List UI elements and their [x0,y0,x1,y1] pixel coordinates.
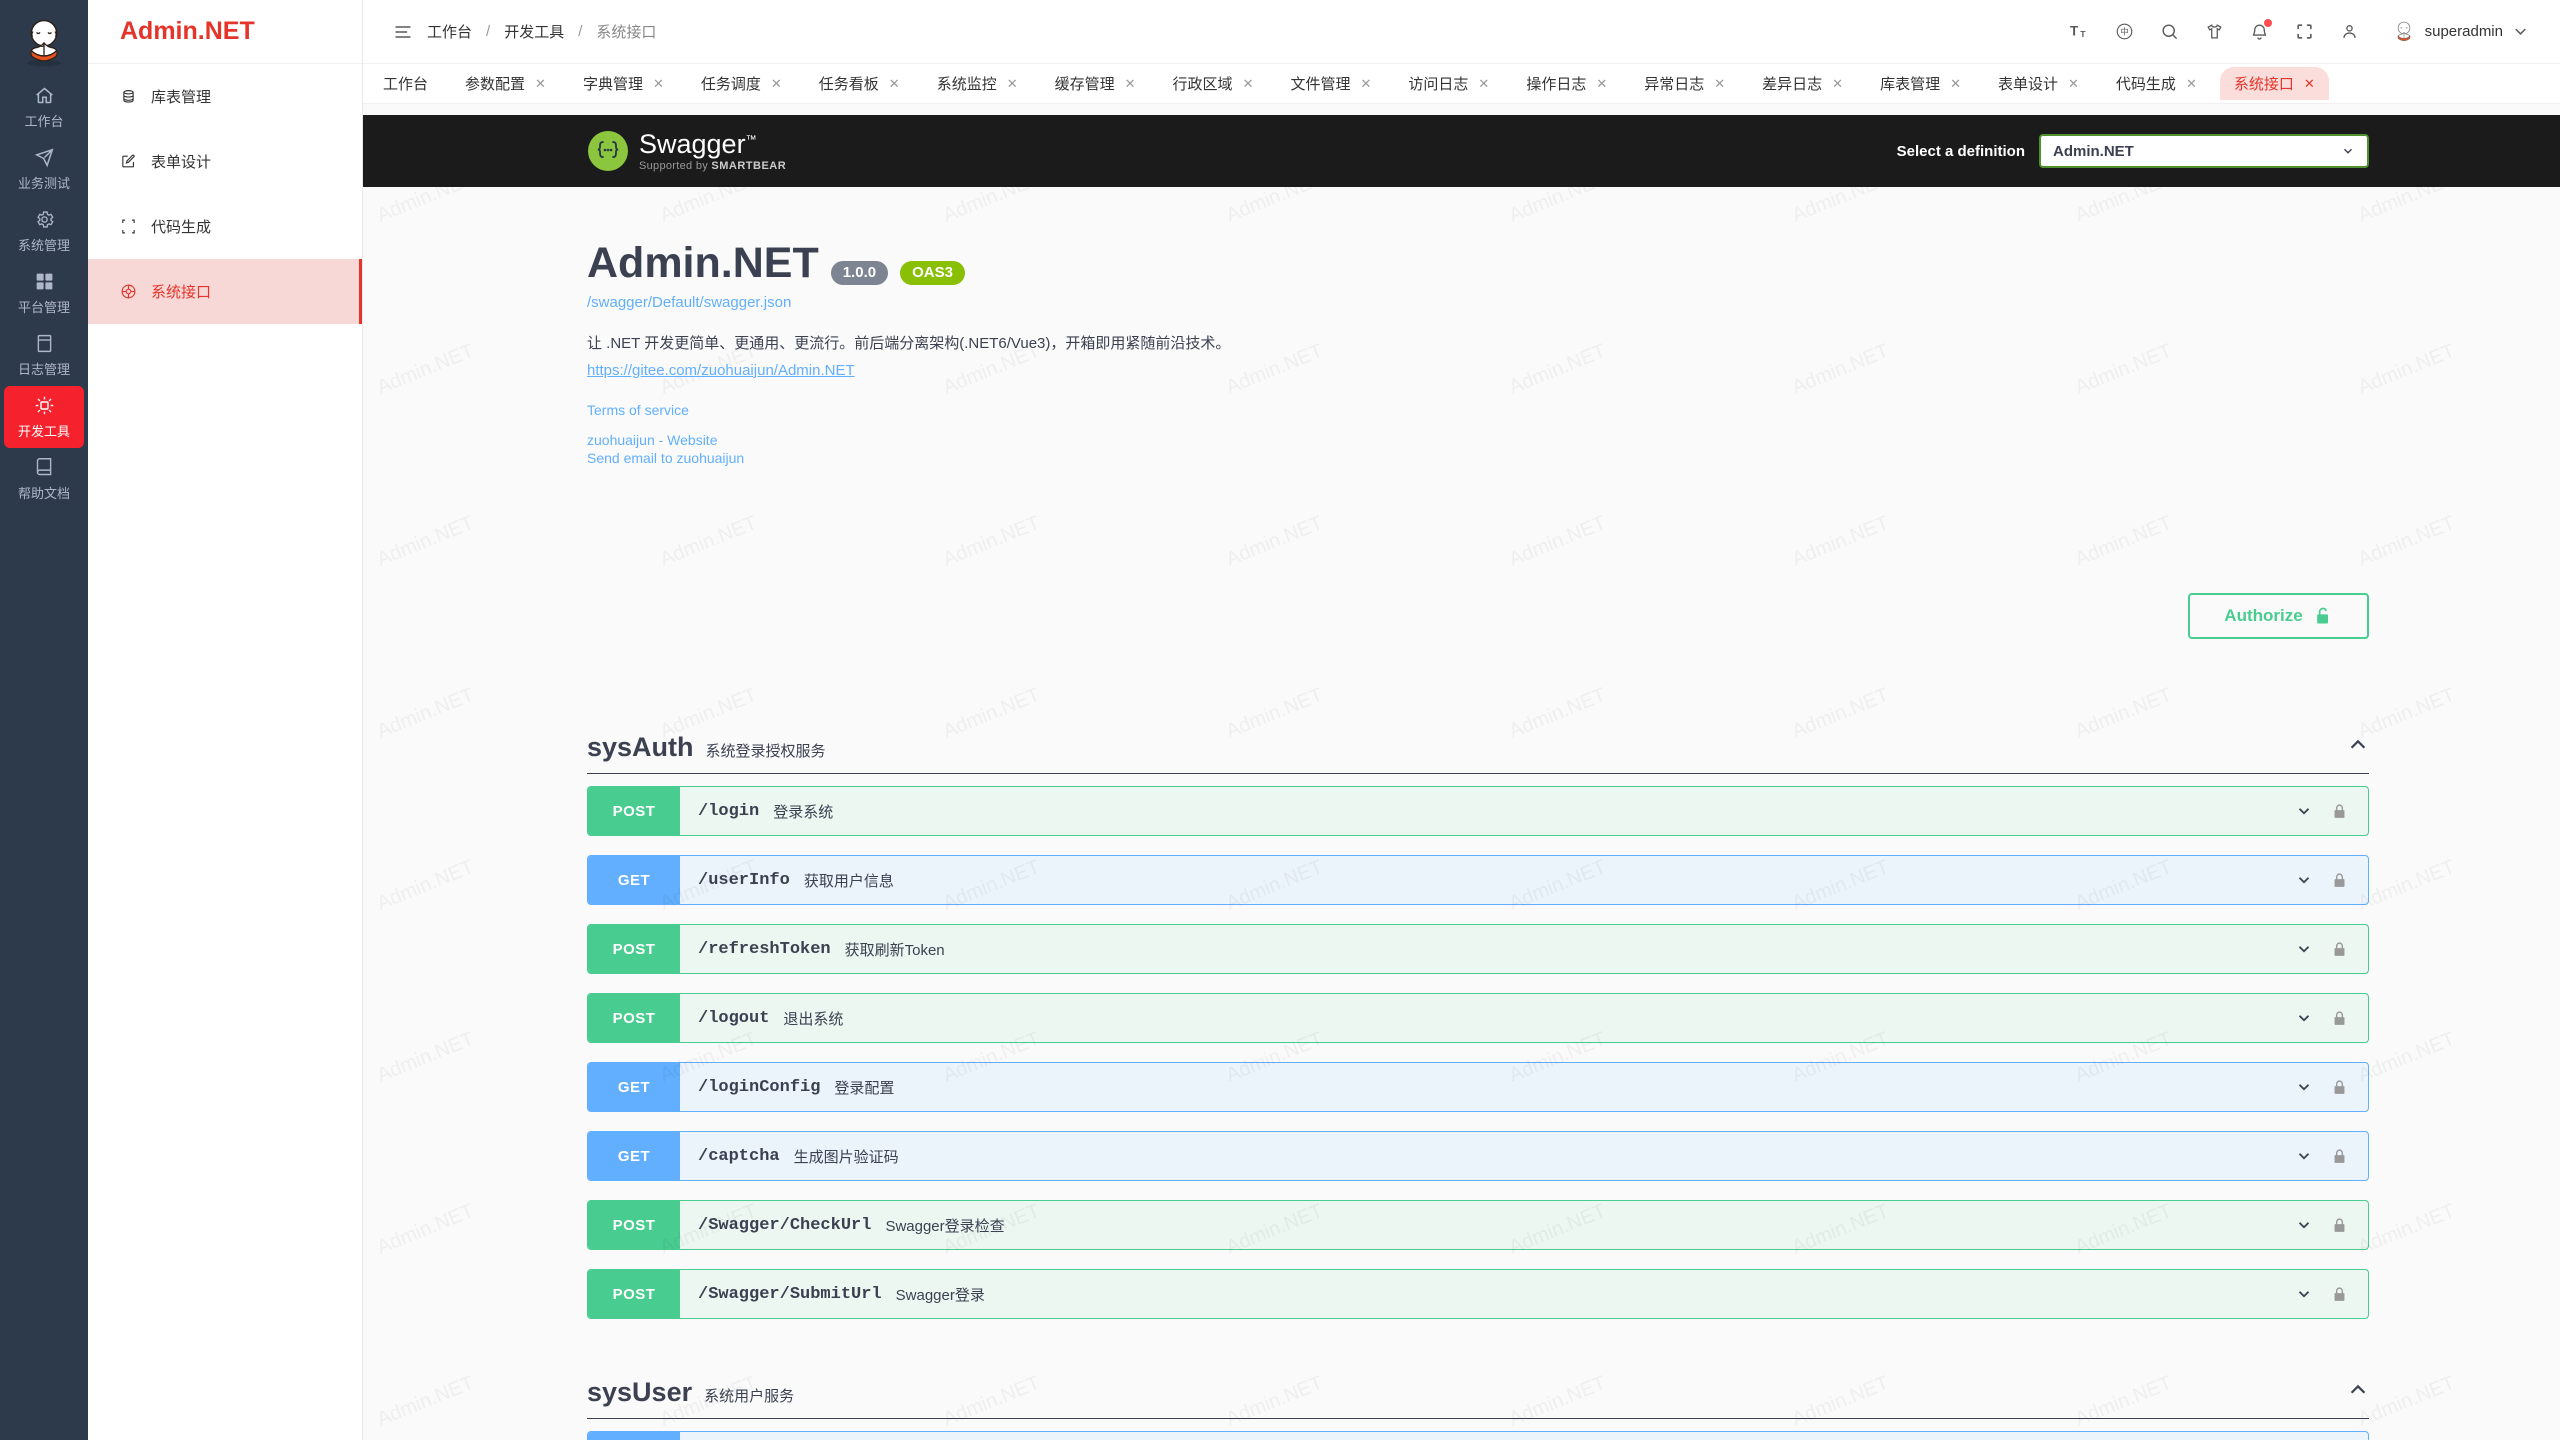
svg-text:T: T [2070,23,2079,38]
svg-text:中: 中 [2120,27,2128,37]
svg-text:T: T [2080,29,2086,39]
